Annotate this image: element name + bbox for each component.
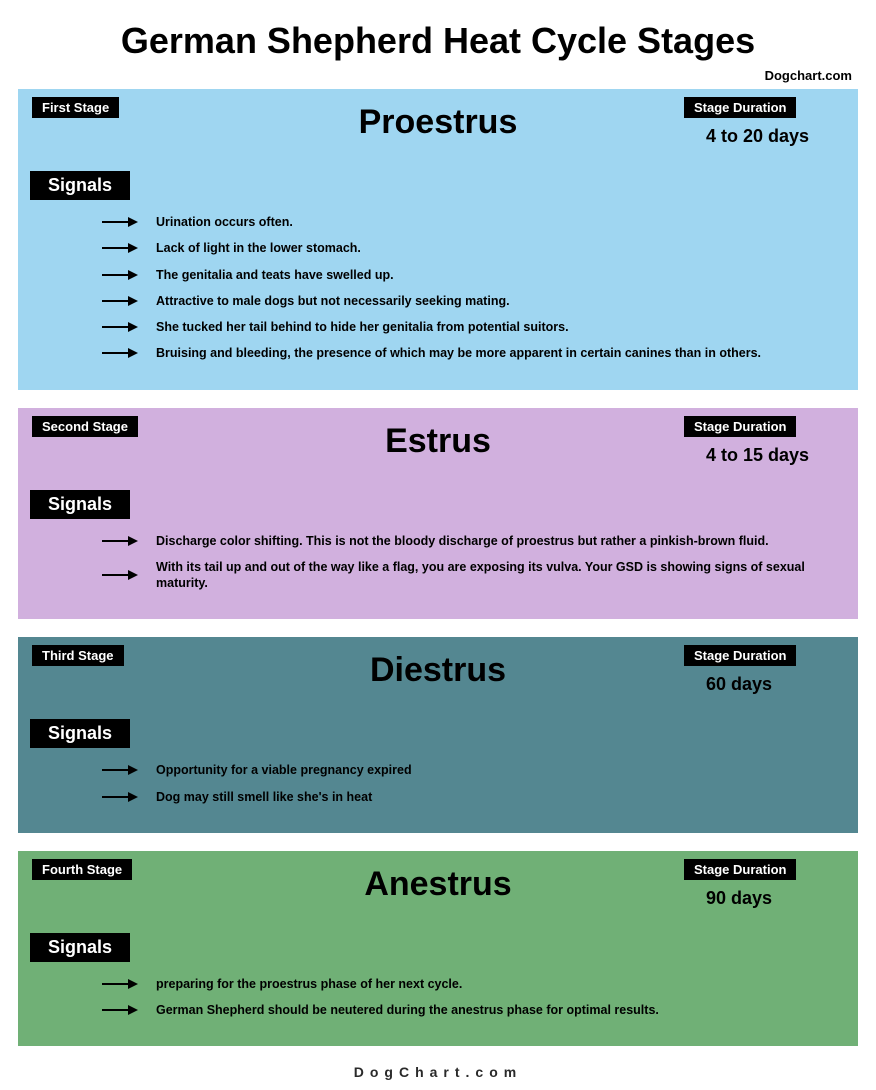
stage-header: Fourth StageAnestrusStage Duration90 day…	[32, 859, 844, 929]
arrow-icon	[102, 217, 142, 227]
duration-label: Stage Duration	[684, 416, 796, 437]
arrow-icon	[102, 792, 142, 802]
duration-block: Stage Duration60 days	[684, 645, 844, 695]
signal-item: Urination occurs often.	[102, 214, 838, 230]
signals-label: Signals	[30, 490, 130, 519]
signal-text: She tucked her tail behind to hide her g…	[156, 319, 569, 335]
duration-value: 4 to 20 days	[684, 118, 844, 147]
duration-block: Stage Duration90 days	[684, 859, 844, 909]
stage-header: Third StageDiestrusStage Duration60 days	[32, 645, 844, 715]
arrow-icon	[102, 536, 142, 546]
footer-attribution: DogChart.com	[18, 1064, 858, 1080]
arrow-icon	[102, 1005, 142, 1015]
duration-label: Stage Duration	[684, 859, 796, 880]
arrow-icon	[102, 348, 142, 358]
stage-block: Fourth StageAnestrusStage Duration90 day…	[18, 851, 858, 1047]
arrow-icon	[102, 322, 142, 332]
signals-label: Signals	[30, 719, 130, 748]
arrow-icon	[102, 765, 142, 775]
page-title: German Shepherd Heat Cycle Stages	[18, 20, 858, 62]
signals-list: Opportunity for a viable pregnancy expir…	[32, 748, 844, 819]
signals-list: Urination occurs often. Lack of light in …	[32, 200, 844, 376]
signal-item: With its tail up and out of the way like…	[102, 559, 838, 592]
signal-item: She tucked her tail behind to hide her g…	[102, 319, 838, 335]
signal-text: Urination occurs often.	[156, 214, 293, 230]
stage-block: First StageProestrusStage Duration4 to 2…	[18, 89, 858, 390]
stage-block: Third StageDiestrusStage Duration60 days…	[18, 637, 858, 833]
stages-container: First StageProestrusStage Duration4 to 2…	[18, 89, 858, 1046]
attribution-top: Dogchart.com	[18, 68, 858, 83]
duration-value: 4 to 15 days	[684, 437, 844, 466]
duration-block: Stage Duration4 to 15 days	[684, 416, 844, 466]
signal-item: Attractive to male dogs but not necessar…	[102, 293, 838, 309]
signal-text: Lack of light in the lower stomach.	[156, 240, 361, 256]
stage-header: First StageProestrusStage Duration4 to 2…	[32, 97, 844, 167]
signal-item: Opportunity for a viable pregnancy expir…	[102, 762, 838, 778]
signal-text: Opportunity for a viable pregnancy expir…	[156, 762, 412, 778]
duration-label: Stage Duration	[684, 645, 796, 666]
duration-value: 90 days	[684, 880, 844, 909]
signal-text: German Shepherd should be neutered durin…	[156, 1002, 659, 1018]
signal-text: Attractive to male dogs but not necessar…	[156, 293, 510, 309]
signal-item: Dog may still smell like she's in heat	[102, 789, 838, 805]
duration-label: Stage Duration	[684, 97, 796, 118]
signals-label: Signals	[30, 933, 130, 962]
signal-item: preparing for the proestrus phase of her…	[102, 976, 838, 992]
signal-item: German Shepherd should be neutered durin…	[102, 1002, 838, 1018]
signal-text: Dog may still smell like she's in heat	[156, 789, 372, 805]
arrow-icon	[102, 243, 142, 253]
signal-text: Bruising and bleeding, the presence of w…	[156, 345, 761, 361]
signal-item: Discharge color shifting. This is not th…	[102, 533, 838, 549]
signal-item: The genitalia and teats have swelled up.	[102, 267, 838, 283]
signal-item: Lack of light in the lower stomach.	[102, 240, 838, 256]
signals-list: Discharge color shifting. This is not th…	[32, 519, 844, 606]
signals-list: preparing for the proestrus phase of her…	[32, 962, 844, 1033]
signal-text: Discharge color shifting. This is not th…	[156, 533, 769, 549]
arrow-icon	[102, 270, 142, 280]
stage-order-badge: Third Stage	[32, 645, 124, 666]
arrow-icon	[102, 570, 142, 580]
signal-text: preparing for the proestrus phase of her…	[156, 976, 462, 992]
stage-order-badge: Second Stage	[32, 416, 138, 437]
stage-order-badge: Fourth Stage	[32, 859, 132, 880]
signal-item: Bruising and bleeding, the presence of w…	[102, 345, 838, 361]
duration-value: 60 days	[684, 666, 844, 695]
arrow-icon	[102, 979, 142, 989]
stage-header: Second StageEstrusStage Duration4 to 15 …	[32, 416, 844, 486]
signal-text: With its tail up and out of the way like…	[156, 559, 838, 592]
arrow-icon	[102, 296, 142, 306]
stage-block: Second StageEstrusStage Duration4 to 15 …	[18, 408, 858, 620]
signal-text: The genitalia and teats have swelled up.	[156, 267, 394, 283]
signals-label: Signals	[30, 171, 130, 200]
duration-block: Stage Duration4 to 20 days	[684, 97, 844, 147]
stage-order-badge: First Stage	[32, 97, 119, 118]
